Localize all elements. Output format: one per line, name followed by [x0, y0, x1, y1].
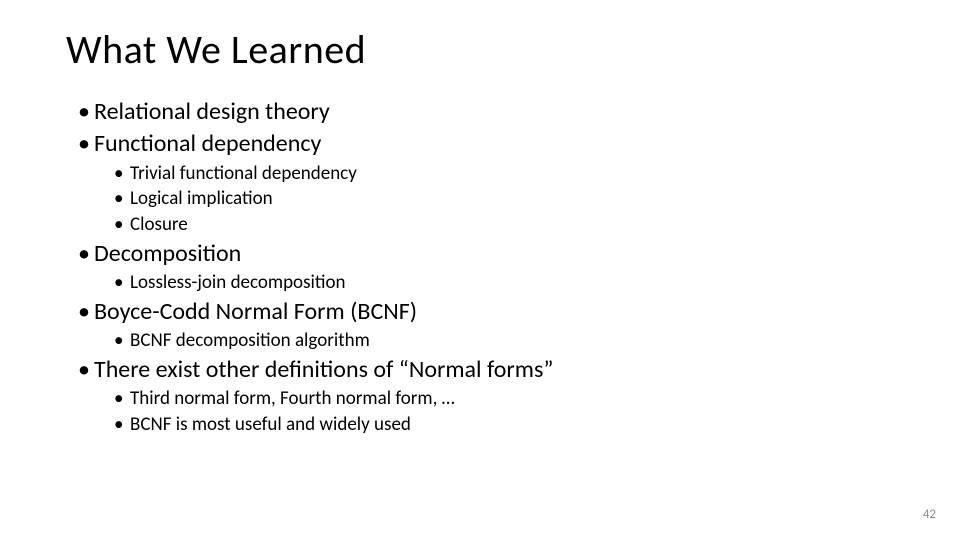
- sub-bullet-text: Lossless-join decomposition: [130, 271, 345, 294]
- slide-title: What We Learned: [66, 28, 894, 72]
- bullet-item: Relational design theory: [78, 96, 894, 128]
- bullet-text: Decomposition: [94, 239, 241, 268]
- sub-bullet-item: Third normal form, Fourth normal form, …: [114, 386, 894, 412]
- sub-bullet-list: BCNF decomposition algorithm: [78, 328, 894, 354]
- sub-bullet-list: Lossless-join decomposition: [78, 270, 894, 296]
- sub-bullet-item: Trivial functional dependency: [114, 161, 894, 187]
- sub-bullet-item: Logical implication: [114, 186, 894, 212]
- bullet-list: Relational design theory Functional depe…: [66, 96, 894, 437]
- sub-bullet-item: Closure: [114, 212, 894, 238]
- bullet-item: There exist other definitions of “Normal…: [78, 354, 894, 386]
- sub-bullet-text: Closure: [130, 213, 188, 236]
- sub-bullet-text: BCNF decomposition algorithm: [130, 329, 370, 352]
- sub-bullet-item: BCNF is most useful and widely used: [114, 412, 894, 438]
- sub-bullet-text: Logical implication: [130, 187, 273, 210]
- sub-bullet-list: Third normal form, Fourth normal form, ……: [78, 386, 894, 437]
- sub-bullet-item: BCNF decomposition algorithm: [114, 328, 894, 354]
- sub-bullet-list: Trivial functional dependency Logical im…: [78, 161, 894, 238]
- slide: What We Learned Relational design theory…: [0, 0, 960, 540]
- bullet-item: Boyce-Codd Normal Form (BCNF): [78, 296, 894, 328]
- bullet-text: Functional dependency: [94, 129, 321, 158]
- bullet-text: Boyce-Codd Normal Form (BCNF): [94, 297, 417, 326]
- sub-bullet-text: BCNF is most useful and widely used: [130, 413, 411, 436]
- bullet-item: Decomposition: [78, 238, 894, 270]
- bullet-item: Functional dependency: [78, 128, 894, 160]
- bullet-text: There exist other definitions of “Normal…: [94, 355, 553, 384]
- sub-bullet-text: Trivial functional dependency: [130, 162, 357, 185]
- bullet-text: Relational design theory: [94, 97, 330, 126]
- page-number: 42: [923, 507, 936, 522]
- sub-bullet-text: Third normal form, Fourth normal form, …: [130, 387, 455, 410]
- sub-bullet-item: Lossless-join decomposition: [114, 270, 894, 296]
